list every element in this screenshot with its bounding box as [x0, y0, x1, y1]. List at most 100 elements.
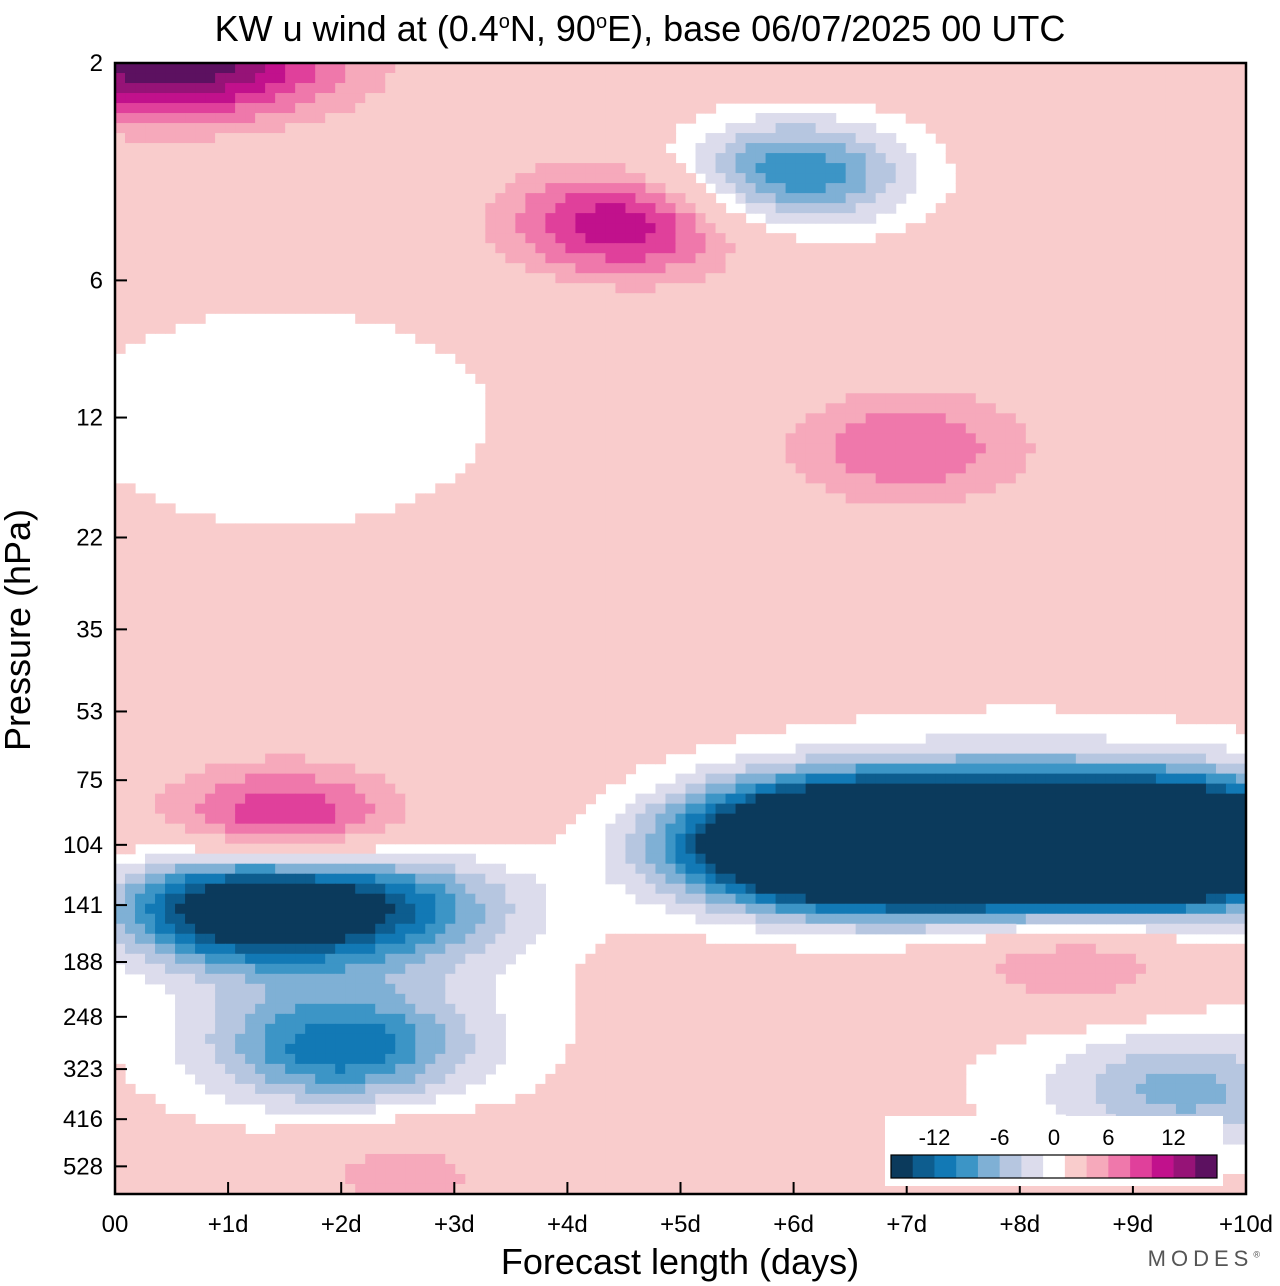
field-cell [215, 113, 226, 124]
field-cell [305, 193, 316, 204]
field-cell [735, 543, 747, 555]
field-cell [705, 243, 717, 254]
field-cell [325, 233, 336, 244]
field-cell [495, 413, 506, 424]
field-cell [495, 463, 506, 474]
field-cell [475, 503, 486, 514]
field-cell [1005, 473, 1017, 484]
field-cell [705, 213, 717, 224]
field-cell [285, 73, 296, 84]
field-cell [835, 83, 847, 94]
field-cell [905, 263, 917, 274]
field-cell [1015, 253, 1027, 264]
field-cell [575, 533, 587, 545]
field-cell [1235, 143, 1246, 154]
field-cell [925, 453, 937, 464]
field-cell [1145, 463, 1157, 474]
field-cell [185, 203, 196, 214]
field-cell [985, 223, 997, 234]
field-cell [1045, 403, 1057, 414]
field-cell [165, 233, 176, 244]
field-cell [715, 483, 727, 494]
field-cell [495, 183, 506, 194]
field-cell [515, 473, 526, 484]
field-cell [805, 173, 817, 184]
field-cell [1085, 153, 1097, 164]
field-cell [165, 63, 176, 74]
field-cell [1225, 433, 1237, 444]
field-cell [855, 143, 867, 154]
field-cell [1165, 233, 1177, 244]
field-cell [125, 113, 136, 124]
field-cell [545, 233, 556, 244]
field-cell [465, 143, 476, 154]
field-cell [1115, 293, 1127, 304]
field-cell [485, 383, 496, 394]
field-cell [505, 533, 516, 545]
field-cell [685, 523, 697, 535]
field-cell [1095, 373, 1107, 384]
field-cell [225, 273, 236, 284]
field-cell [755, 473, 767, 484]
field-cell [1205, 93, 1217, 104]
field-cell [1225, 303, 1237, 314]
field-cell [265, 263, 276, 274]
field-cell [815, 203, 827, 214]
field-cell [535, 73, 546, 84]
field-cell [475, 113, 486, 124]
field-cell [425, 173, 436, 184]
field-cell [435, 153, 446, 164]
field-cell [405, 153, 416, 164]
field-cell [615, 493, 627, 504]
field-cell [465, 543, 476, 555]
field-cell [685, 103, 697, 114]
field-cell [135, 133, 146, 144]
field-cell [185, 293, 196, 304]
field-cell [1225, 143, 1237, 154]
field-cell [595, 303, 607, 314]
field-cell [1195, 483, 1207, 494]
field-cell [815, 93, 827, 104]
field-cell [615, 503, 627, 514]
field-cell [355, 233, 366, 244]
field-cell [1155, 313, 1167, 324]
field-cell [885, 393, 897, 404]
field-cell [885, 293, 897, 304]
field-cell [945, 453, 957, 464]
field-cell [425, 283, 436, 294]
field-cell [725, 463, 737, 474]
field-cell [1065, 413, 1077, 424]
field-cell [665, 563, 677, 575]
field-cell [955, 313, 967, 324]
field-cell [1105, 493, 1117, 504]
field-cell [815, 473, 827, 484]
field-cell [185, 183, 196, 194]
field-cell [255, 533, 266, 545]
field-cell [845, 283, 857, 294]
field-cell [865, 263, 877, 274]
field-cell [685, 343, 697, 354]
field-cell [815, 113, 827, 124]
field-cell [1215, 533, 1227, 545]
field-cell [1065, 383, 1077, 394]
field-cell [1165, 493, 1177, 504]
field-cell [835, 313, 847, 324]
field-cell [175, 533, 186, 545]
field-cell [1145, 263, 1157, 274]
field-cell [595, 333, 607, 344]
field-cell [865, 293, 877, 304]
field-cell [885, 383, 897, 394]
field-cell [875, 473, 887, 484]
field-cell [185, 563, 196, 575]
field-cell [1145, 183, 1157, 194]
field-cell [855, 353, 867, 364]
field-cell [755, 283, 767, 294]
field-cell [115, 533, 126, 545]
field-cell [715, 73, 727, 84]
field-cell [435, 343, 446, 354]
field-cell [515, 543, 526, 555]
field-cell [765, 543, 777, 555]
field-cell [345, 563, 356, 575]
field-cell [935, 433, 947, 444]
field-cell [1205, 243, 1217, 254]
